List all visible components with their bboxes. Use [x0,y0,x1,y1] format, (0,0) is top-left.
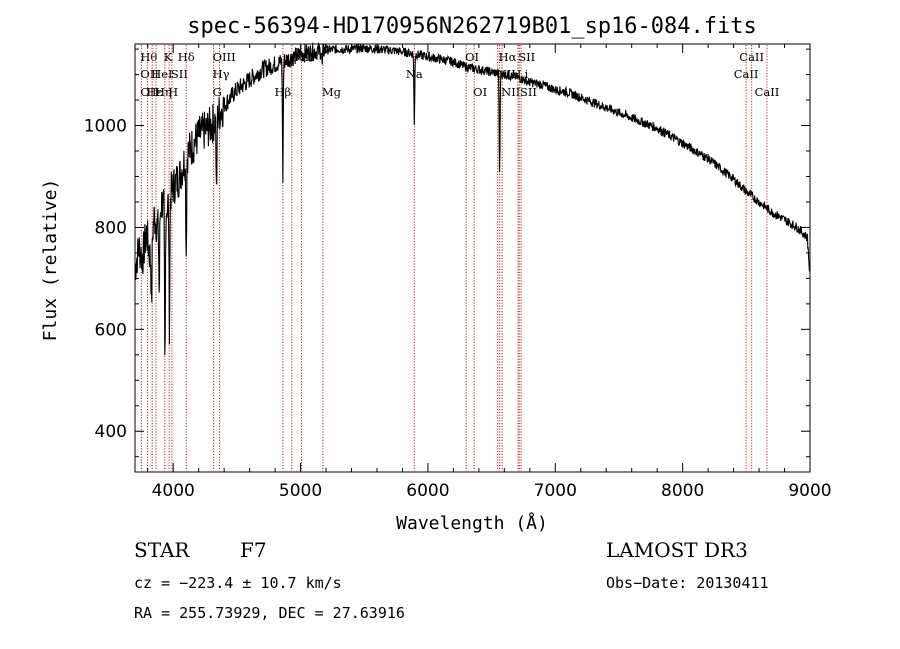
marker-label: Hθ [140,50,157,64]
plot-axes [134,43,811,473]
redshift-velocity: cz = −223.4 ± 10.7 km/s [134,574,342,592]
x-tick-label: 9000 [788,481,831,501]
marker-label: SII [171,67,188,81]
marker-label: H [168,85,178,99]
object-class: STAR [134,538,190,562]
marker-label: Hα [499,50,517,64]
x-tick-label: 4000 [152,481,195,501]
y-tick-label: 1000 [84,117,127,137]
x-tick-label: 8000 [661,481,704,501]
x-axis-label: Wavelength (Å) [396,512,548,534]
y-tick-label: 400 [95,422,127,442]
marker-label: SII [520,85,537,99]
survey-name: LAMOST DR3 [606,538,748,562]
marker-label: OII [140,85,159,99]
marker-label: Li [517,67,529,81]
marker-label: OI [465,50,479,64]
chart-title: spec-56394-HD170956N262719B01_sp16-084.f… [187,14,757,39]
marker-label: Na [406,67,423,81]
marker-label: Hγ [213,67,230,81]
spectrum-series [134,42,811,356]
y-tick-label: 800 [95,218,127,238]
marker-label: Hε [146,85,162,99]
marker-label: NII [501,85,520,99]
x-tick-label: 6000 [406,481,449,501]
marker-label: SII [518,50,535,64]
marker-label: OIII [213,50,236,64]
marker-label: CaII [734,67,759,81]
marker-label: OII [140,67,159,81]
marker-label: HeI [151,67,172,81]
marker-label: OI [473,85,487,99]
tick-labels: 4000 5000 6000 7000 8000 9000 400 600 800 1000 [84,117,832,501]
marker-label: CaII [755,85,780,99]
y-axis-label: Flux (relative) [40,179,61,342]
y-tick-label: 600 [95,320,127,340]
marker-label: Mg [322,85,342,99]
flux-line [134,42,811,356]
marker-label: Hη [155,85,172,99]
object-subclass: F7 [240,538,267,562]
marker-label: CaII [739,50,764,64]
marker-label: Hδ [178,50,195,64]
marker-label: K [164,50,173,64]
x-tick-label: 7000 [534,481,577,501]
marker-label: G [213,85,222,99]
plot-frame [134,43,811,473]
observation-date: Obs−Date: 20130411 [606,574,769,592]
coordinates: RA = 255.73929, DEC = 27.63916 [134,604,405,622]
x-tick-label: 5000 [279,481,322,501]
